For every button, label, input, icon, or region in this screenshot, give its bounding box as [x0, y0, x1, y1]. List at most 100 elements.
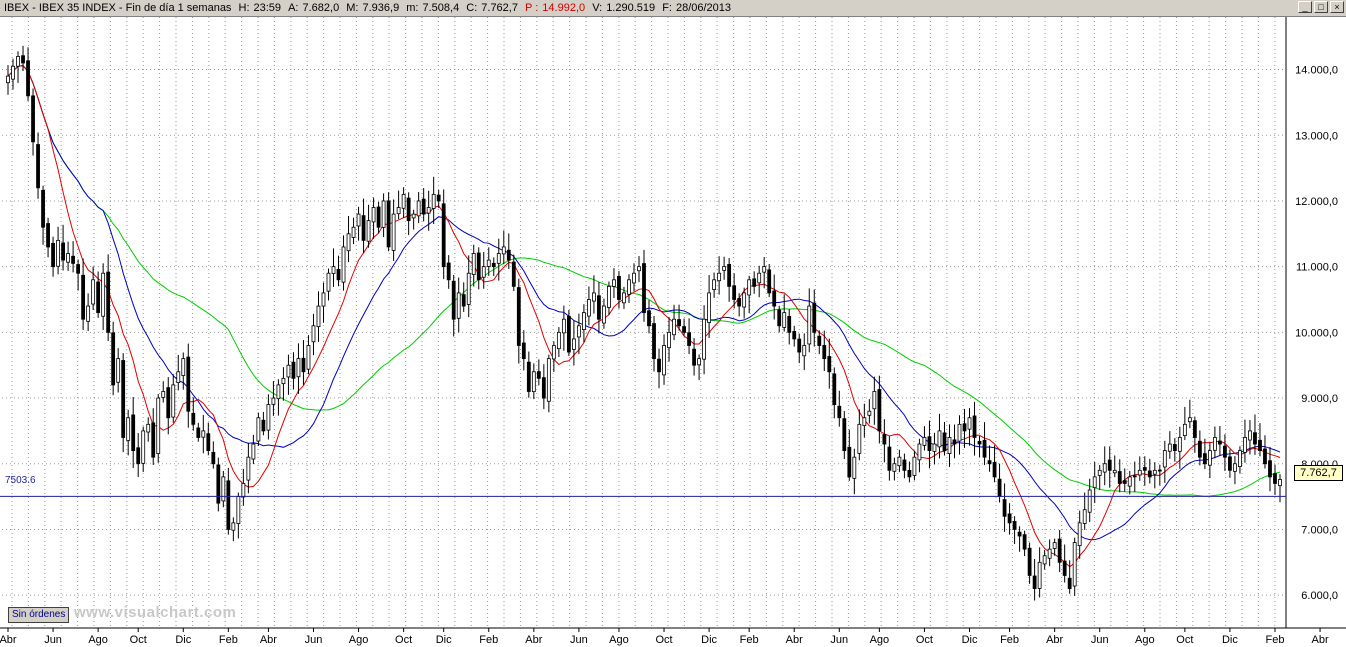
candle-body	[246, 456, 251, 481]
orders-button[interactable]: Sin órdenes	[8, 607, 70, 623]
candle-body	[491, 262, 496, 268]
minimize-button[interactable]: _	[1298, 1, 1312, 13]
candle-body	[1072, 542, 1077, 587]
candle-body	[632, 272, 636, 284]
candle-body	[927, 436, 932, 452]
candle	[957, 415, 962, 455]
candle-body	[677, 319, 681, 327]
candle	[461, 282, 466, 312]
candle-body	[1177, 437, 1182, 452]
candle	[802, 333, 807, 370]
y-tick-label: 7.000,0	[1301, 524, 1338, 536]
x-tick-label: Oct	[130, 634, 147, 646]
candle	[306, 335, 311, 375]
candle	[647, 300, 651, 334]
candle-body	[1007, 513, 1012, 524]
candle-body	[356, 213, 361, 227]
candle	[1017, 526, 1022, 552]
candle	[1253, 414, 1257, 455]
candle-body	[1197, 440, 1202, 458]
candle-body	[496, 253, 501, 264]
candle-body	[1047, 548, 1052, 559]
candle-body	[1152, 469, 1157, 475]
candle-body	[1107, 459, 1112, 471]
candle-body	[1162, 450, 1167, 468]
candle	[166, 377, 171, 435]
candle-body	[922, 437, 927, 446]
a-value: 7.682,0	[302, 2, 340, 14]
candle-body	[752, 278, 757, 287]
candle	[1238, 446, 1242, 474]
f-label: F:	[662, 2, 672, 14]
candle-body	[1223, 445, 1227, 458]
candle-body	[812, 302, 817, 333]
candle-body	[546, 358, 551, 402]
candle-body	[702, 318, 706, 360]
candle	[356, 206, 361, 241]
m-value: 7.936,9	[362, 2, 400, 14]
candle	[622, 286, 626, 309]
candle-body	[1062, 560, 1067, 576]
candle	[897, 449, 902, 473]
candle-body	[566, 315, 571, 353]
v-label: V:	[592, 2, 603, 14]
candle-body	[1273, 473, 1277, 484]
candle	[361, 198, 366, 253]
candle	[1132, 461, 1137, 492]
candle-body	[882, 434, 887, 445]
x-tick-label: Dic	[436, 634, 452, 646]
candle	[431, 176, 436, 224]
candle	[116, 348, 121, 393]
last-price-marker: 7.762,7	[1294, 465, 1343, 481]
maximize-button[interactable]: □	[1314, 1, 1328, 13]
candle-body	[66, 253, 70, 263]
candle	[31, 88, 35, 156]
candle-body	[26, 60, 30, 97]
candle	[6, 65, 10, 95]
candle-body	[862, 417, 867, 426]
candle	[146, 417, 151, 442]
candle	[967, 408, 972, 446]
candle	[251, 434, 256, 465]
candle	[787, 309, 792, 345]
candle-body	[742, 292, 747, 308]
candle	[331, 248, 336, 287]
candle-body	[51, 242, 55, 268]
price-chart[interactable]: 6.000,07.000,08.000,09.000,010.000,011.0…	[0, 17, 1346, 647]
candle	[381, 193, 386, 238]
candle	[111, 321, 116, 396]
candle-body	[1032, 575, 1037, 589]
candle-body	[276, 384, 281, 400]
candle-body	[912, 456, 917, 476]
candle-body	[777, 309, 782, 327]
candle-body	[792, 331, 797, 340]
candle-body	[1112, 469, 1117, 474]
candle-body	[1077, 522, 1082, 547]
candle-body	[1228, 456, 1232, 471]
candle	[206, 422, 211, 456]
candle-body	[587, 299, 591, 317]
candle	[91, 266, 96, 310]
candle-body	[977, 440, 982, 445]
candle-body	[1137, 469, 1142, 476]
candle-body	[622, 292, 626, 304]
candle	[592, 275, 596, 314]
close-button[interactable]: ×	[1330, 1, 1344, 13]
candle	[451, 274, 456, 337]
candle	[281, 367, 286, 401]
candle-body	[647, 310, 651, 327]
candle-body	[381, 200, 386, 228]
candle-body	[867, 410, 872, 416]
x-tick-label: Oct	[655, 634, 672, 646]
candle-body	[76, 264, 81, 274]
candle	[311, 313, 316, 356]
candle	[76, 259, 81, 291]
candle-body	[446, 262, 451, 281]
candle-body	[1238, 450, 1242, 467]
candle	[852, 448, 857, 495]
candle	[872, 376, 877, 425]
candle-body	[762, 266, 767, 273]
x-tick-label: Oct	[916, 634, 933, 646]
candle	[326, 268, 331, 301]
candle	[1207, 442, 1212, 479]
